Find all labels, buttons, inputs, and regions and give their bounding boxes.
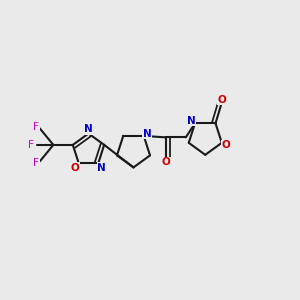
Text: F: F (33, 158, 39, 168)
Text: O: O (217, 95, 226, 105)
Text: O: O (162, 157, 171, 167)
Text: F: F (33, 122, 39, 132)
Text: F: F (28, 140, 34, 150)
Text: N: N (84, 124, 93, 134)
Text: O: O (71, 163, 80, 173)
Text: N: N (187, 116, 196, 126)
Text: N: N (143, 128, 152, 139)
Text: O: O (222, 140, 231, 150)
Text: N: N (98, 163, 106, 173)
